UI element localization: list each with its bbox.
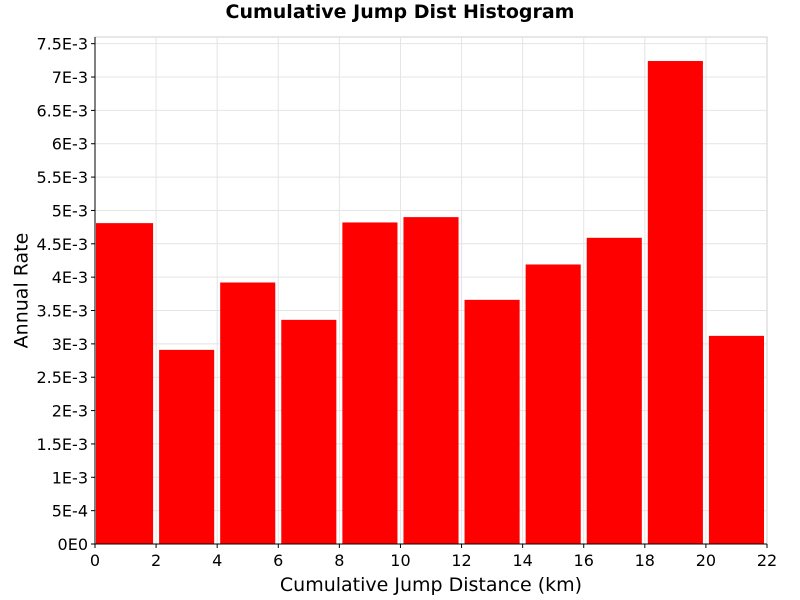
y-tick-label: 5.5E-3 xyxy=(36,168,88,187)
y-tick-label: 5E-3 xyxy=(52,201,88,220)
y-tick-label: 6E-3 xyxy=(52,135,88,154)
x-tick-label: 16 xyxy=(574,551,594,570)
y-axis-label: Annual Rate xyxy=(11,233,33,349)
x-tick-label: 0 xyxy=(90,551,100,570)
y-tick-label: 4.5E-3 xyxy=(36,235,88,254)
histogram-bar xyxy=(525,264,581,544)
histogram-bar xyxy=(159,349,215,544)
histogram-bar xyxy=(96,223,154,544)
axes xyxy=(94,37,767,545)
x-tick-label: 2 xyxy=(151,551,161,570)
x-tick-label: 4 xyxy=(212,551,222,570)
histogram-bar xyxy=(708,335,764,544)
x-tick-label: 22 xyxy=(757,551,777,570)
y-tick-label: 1E-3 xyxy=(52,468,88,487)
x-tick-label: 12 xyxy=(451,551,471,570)
x-tick-label: 10 xyxy=(390,551,410,570)
y-tick-label: 0E0 xyxy=(58,535,88,554)
y-tick-label: 3.5E-3 xyxy=(36,302,88,321)
x-axis-ticks: 0 2 4 6 8 10 12 14 16 18 20 22 xyxy=(90,544,777,570)
y-axis-ticks: 0E0 5E-4 1E-3 1.5E-3 2E-3 2.5E-3 3E-3 3.5E-3 4E-… xyxy=(36,35,95,554)
histogram-bar xyxy=(647,61,703,545)
histogram-bar xyxy=(586,237,642,544)
histogram-bar xyxy=(342,222,398,544)
y-tick-label: 5E-4 xyxy=(52,502,88,521)
chart-title: Cumulative Jump Dist Histogram xyxy=(225,1,575,23)
y-tick-label: 3E-3 xyxy=(52,335,88,354)
x-tick-label: 20 xyxy=(696,551,716,570)
y-tick-label: 4E-3 xyxy=(52,268,88,287)
bars xyxy=(96,61,764,545)
x-tick-label: 14 xyxy=(512,551,532,570)
y-tick-label: 7.5E-3 xyxy=(36,35,88,54)
histogram-bar xyxy=(281,319,337,544)
x-tick-label: 8 xyxy=(334,551,344,570)
y-tick-label: 2E-3 xyxy=(52,402,88,421)
histogram-bar xyxy=(464,299,520,544)
histogram-bar xyxy=(220,282,276,544)
y-tick-label: 2.5E-3 xyxy=(36,368,88,387)
x-tick-label: 18 xyxy=(635,551,655,570)
x-tick-label: 6 xyxy=(273,551,283,570)
histogram-bar xyxy=(403,217,459,545)
y-tick-label: 6.5E-3 xyxy=(36,101,88,120)
y-tick-label: 1.5E-3 xyxy=(36,435,88,454)
y-tick-label: 7E-3 xyxy=(52,68,88,87)
x-axis-label: Cumulative Jump Distance (km) xyxy=(280,574,582,596)
